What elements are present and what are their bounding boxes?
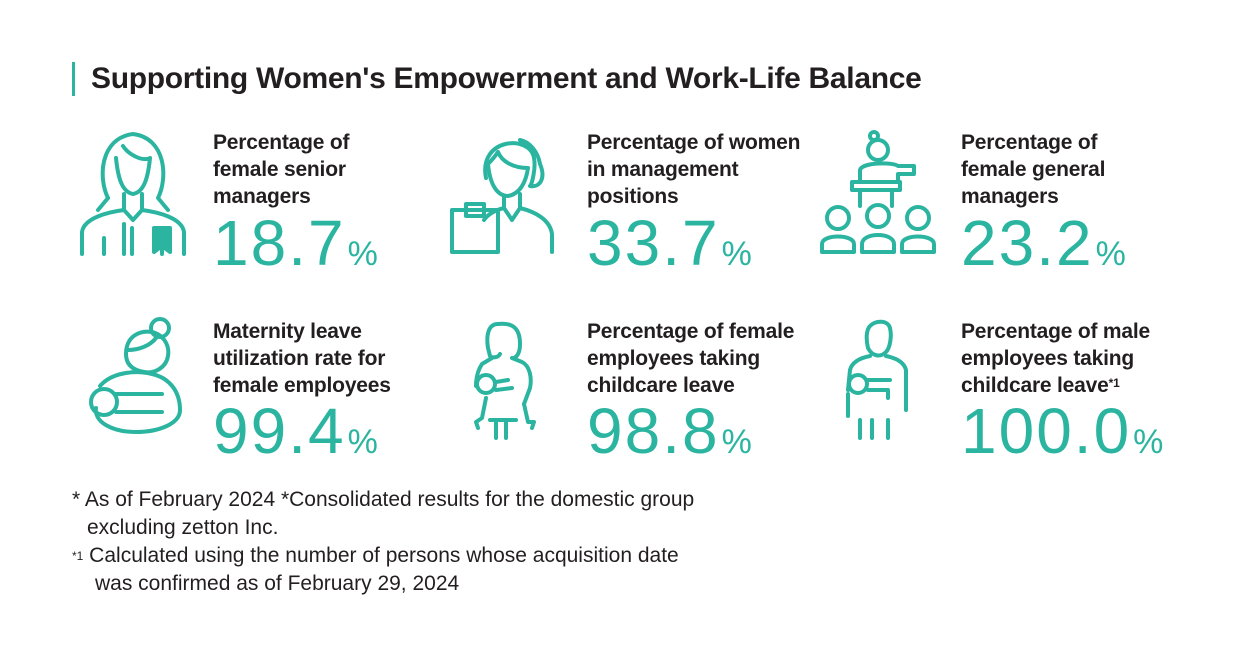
stat-value: 23.2%	[961, 207, 1126, 279]
stat-label: Percentage of female senior managers	[213, 131, 350, 208]
mother-holding-baby-icon	[89, 317, 182, 434]
title-accent-bar	[72, 62, 75, 96]
stat-label: Maternity leave utilization rate for femal…	[213, 320, 391, 397]
stat-value: 98.8%	[587, 395, 752, 467]
stat-label: Percentage of female general managers	[961, 131, 1106, 208]
stat-label: Percentage of women in management position…	[587, 131, 801, 208]
stat-label: Percentage of female employees taking chil…	[587, 320, 795, 397]
footnote-line: * As of February 2024 *Consolidated resu…	[72, 488, 695, 511]
stat-value: 100.0%	[961, 395, 1164, 467]
footnote-marker: *1	[72, 549, 84, 563]
footnote-line: *1 Calculated using the number of person…	[72, 544, 679, 567]
page-title: Supporting Women's Empowerment and Work-…	[91, 62, 922, 95]
footnote-line: was confirmed as of February 29, 2024	[95, 572, 460, 595]
man-holding-baby-icon	[846, 319, 908, 440]
stat-value: 99.4%	[213, 395, 378, 467]
woman-with-badge-icon	[80, 132, 186, 256]
stat-label: Percentage of male employees taking childc…	[961, 320, 1150, 397]
footnote-line: excluding zetton Inc.	[87, 516, 279, 539]
stat-value: 33.7%	[587, 207, 752, 279]
woman-with-clipboard-icon	[450, 138, 554, 254]
presenter-audience-icon	[820, 130, 936, 254]
footnote-marker: *1	[1108, 376, 1120, 390]
footnotes: * As of February 2024 *Consolidated resu…	[72, 486, 694, 598]
section-header: Supporting Women's Empowerment and Work-…	[72, 62, 922, 96]
woman-holding-baby-icon	[474, 321, 536, 440]
stat-value: 18.7%	[213, 207, 378, 279]
